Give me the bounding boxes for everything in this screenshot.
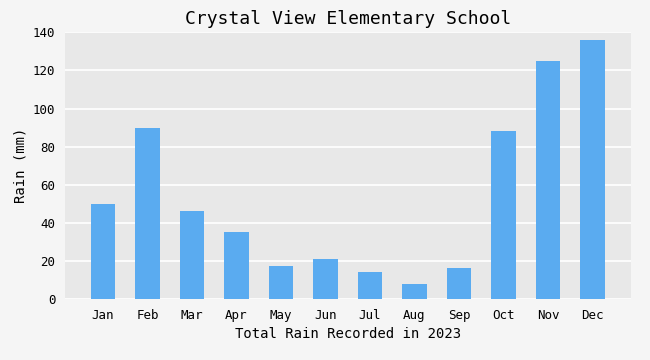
Bar bbox=[580, 40, 605, 299]
Bar bbox=[447, 268, 471, 299]
Bar bbox=[358, 272, 382, 299]
Bar bbox=[268, 266, 293, 299]
Bar bbox=[402, 284, 427, 299]
X-axis label: Total Rain Recorded in 2023: Total Rain Recorded in 2023 bbox=[235, 327, 461, 341]
Bar bbox=[491, 131, 516, 299]
Bar bbox=[313, 259, 338, 299]
Bar bbox=[135, 127, 160, 299]
Bar bbox=[224, 232, 249, 299]
Bar bbox=[91, 204, 115, 299]
Y-axis label: Rain (mm): Rain (mm) bbox=[13, 128, 27, 203]
Bar bbox=[179, 211, 204, 299]
Bar bbox=[536, 61, 560, 299]
Title: Crystal View Elementary School: Crystal View Elementary School bbox=[185, 10, 511, 28]
